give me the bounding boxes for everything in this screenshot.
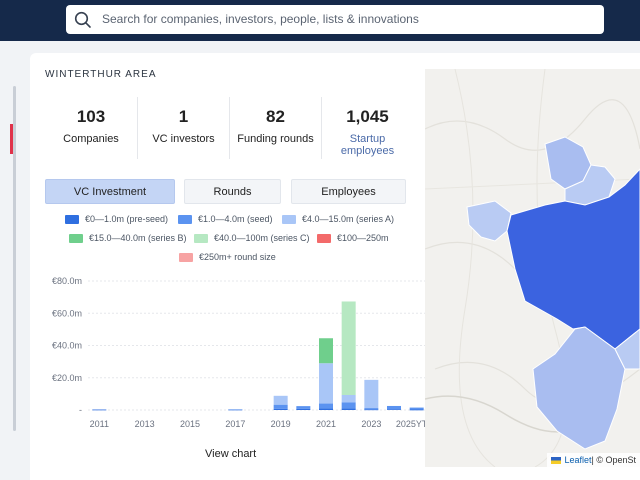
tab-employees[interactable]: Employees <box>291 179 406 204</box>
map-region[interactable] <box>466 200 512 242</box>
stat-funding-rounds[interactable]: 82 Funding rounds <box>229 97 321 159</box>
chart-bar-segment <box>341 301 356 396</box>
y-tick-label: €40.0m <box>52 341 82 351</box>
map-region[interactable] <box>532 326 626 450</box>
chart-bar-segment <box>228 409 243 411</box>
x-tick-label: 2017 <box>225 419 245 429</box>
stat-companies[interactable]: 103 Companies <box>45 97 137 159</box>
y-tick-label: €80.0m <box>52 276 82 286</box>
stats-row: 103 Companies 1 VC investors 82 Funding … <box>45 97 425 159</box>
legend-item[interactable]: €250m+ round size <box>179 252 276 262</box>
stat-label: Companies <box>63 133 119 145</box>
region-map[interactable]: Leaflet | © OpenSt <box>425 69 640 467</box>
area-title: WINTERTHUR AREA <box>45 69 157 80</box>
x-tick-label: 2015 <box>180 419 200 429</box>
legend-item[interactable]: €0—1.0m (pre-seed) <box>65 214 168 224</box>
map-region[interactable] <box>614 328 640 370</box>
attribution-text: | © OpenSt <box>591 455 637 465</box>
x-tick-label: 2019 <box>271 419 291 429</box>
chart-bar-segment <box>364 379 379 409</box>
stat-label: VC investors <box>152 133 215 145</box>
x-tick-label: 2023 <box>361 419 381 429</box>
y-tick-label: - <box>79 405 82 415</box>
x-tick-label: 2013 <box>135 419 155 429</box>
x-tick-label: 2025YTD* <box>396 419 430 429</box>
chart-bar-segment <box>387 409 401 410</box>
legend-item[interactable]: €100—250m <box>317 233 389 243</box>
chart-bar-segment <box>364 409 379 411</box>
chart-bar-segment <box>92 409 107 411</box>
area-overview-card: WINTERTHUR AREA 103 Companies 1 VC inves… <box>30 53 640 480</box>
sidebar-scrollbar[interactable] <box>13 86 16 431</box>
legend-item[interactable]: €15.0—40.0m (series B) <box>69 233 187 243</box>
legend-label: €250m+ round size <box>199 252 276 262</box>
chart-bar-segment <box>387 405 401 410</box>
chart-bar-segment <box>273 404 288 409</box>
legend-swatch <box>179 252 193 262</box>
legend-swatch <box>178 214 192 224</box>
chart-bar-segment <box>319 363 333 404</box>
legend-item[interactable]: €4.0—15.0m (series A) <box>282 214 394 224</box>
search-input[interactable] <box>102 10 582 28</box>
legend-swatch <box>65 214 79 224</box>
chart-bar-segment <box>319 408 333 410</box>
stat-value: 1,045 <box>346 107 389 126</box>
vc-investment-bar-chart: €80.0m €60.0m €40.0m €20.0m -2011 2013 2015 201… <box>52 276 430 429</box>
chart-bar-segment <box>296 408 311 410</box>
chart-tabs: VC Investment Rounds Employees <box>45 179 406 204</box>
search-icon <box>74 11 91 28</box>
legend-swatch <box>194 233 208 243</box>
x-tick-label: 2021 <box>316 419 336 429</box>
chart-bar-segment <box>341 408 356 410</box>
chart-bar-segment <box>273 395 288 405</box>
tab-rounds[interactable]: Rounds <box>184 179 281 204</box>
legend-swatch <box>282 214 296 224</box>
view-chart-link[interactable]: View chart <box>205 448 257 460</box>
stat-vc-investors[interactable]: 1 VC investors <box>137 97 229 159</box>
stat-label-link[interactable]: Startup employees <box>340 133 395 157</box>
stat-label: Funding rounds <box>237 133 314 145</box>
map-attribution: Leaflet | © OpenSt <box>547 453 640 467</box>
ukraine-flag-icon <box>551 456 562 464</box>
chart-bar-segment <box>341 402 356 409</box>
y-tick-label: €60.0m <box>52 308 82 318</box>
legend-label: €100—250m <box>337 233 389 243</box>
chart-bar-segment <box>319 403 333 409</box>
legend-label: €4.0—15.0m (series A) <box>302 214 395 224</box>
y-tick-label: €20.0m <box>52 373 82 383</box>
legend-item[interactable]: €1.0—4.0m (seed) <box>178 214 273 224</box>
chart-bar-segment <box>364 408 379 410</box>
stat-startup-employees[interactable]: 1,045 Startup employees <box>321 97 413 159</box>
legend-swatch <box>317 233 331 243</box>
legend-label: €40.0—100m (series C) <box>214 233 310 243</box>
map-canvas[interactable] <box>425 69 640 467</box>
stat-value: 103 <box>76 107 106 126</box>
chart-bar-segment <box>296 406 311 409</box>
chart-bar-segment <box>409 407 424 410</box>
chart-bar-segment <box>341 395 356 403</box>
legend-item[interactable]: €40.0—100m (series C) <box>194 233 310 243</box>
chart-bar-segment <box>228 409 243 410</box>
chart-bar-segment <box>409 409 424 411</box>
tab-vc-investment[interactable]: VC Investment <box>45 179 175 204</box>
stat-value: 1 <box>178 107 189 126</box>
leaflet-link[interactable]: Leaflet <box>564 455 592 465</box>
search-bar[interactable] <box>66 5 604 34</box>
x-tick-label: 2011 <box>90 419 109 429</box>
legend-label: €15.0—40.0m (series B) <box>89 233 187 243</box>
chart-bar-segment <box>273 408 288 410</box>
chart-bar-segment <box>319 338 333 364</box>
legend-label: €1.0—4.0m (seed) <box>198 214 273 224</box>
stat-value: 82 <box>266 107 285 126</box>
top-navigation-bar <box>0 0 640 41</box>
legend-label: €0—1.0m (pre-seed) <box>85 214 169 224</box>
legend-swatch <box>69 233 83 243</box>
left-sidebar-rail <box>0 41 18 480</box>
sidebar-active-indicator <box>10 124 13 154</box>
